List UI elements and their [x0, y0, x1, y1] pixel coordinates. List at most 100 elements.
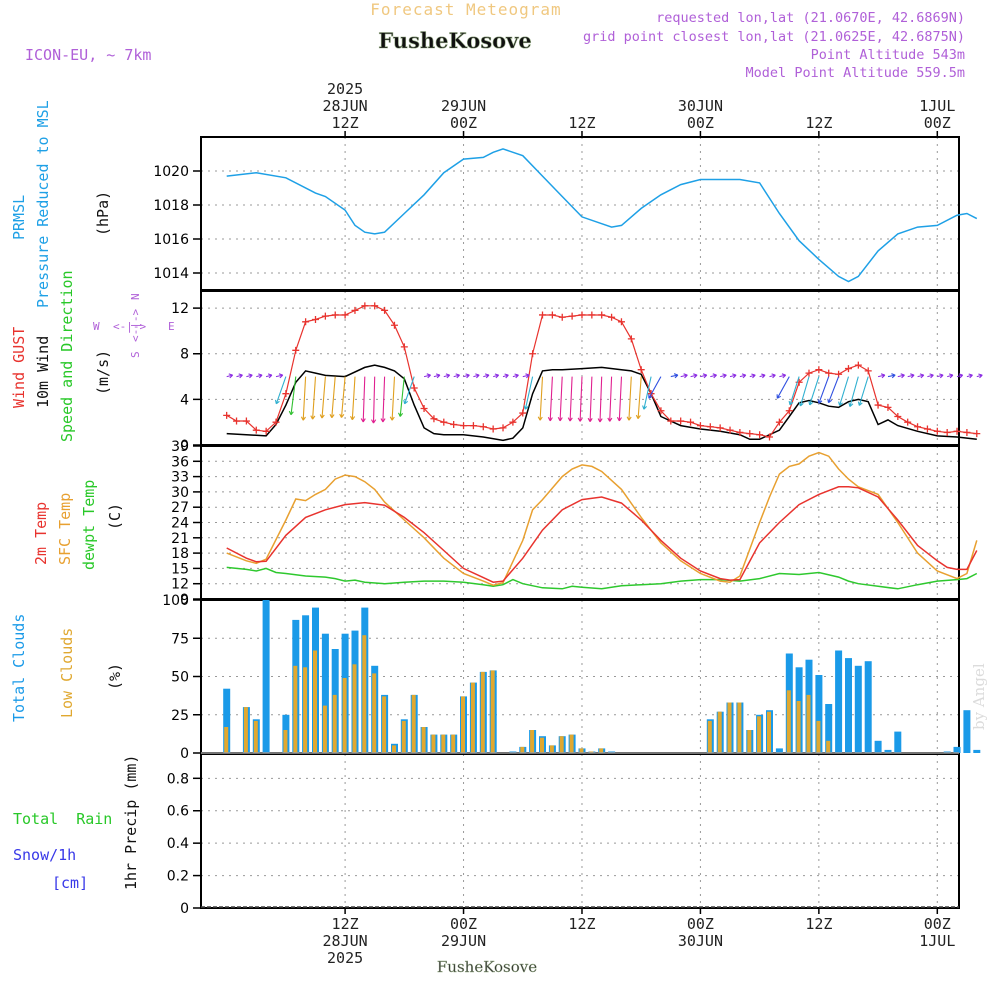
wind-direction-arrow	[274, 376, 287, 405]
credit-label: by Angel	[970, 663, 988, 730]
gust-marker	[627, 335, 635, 343]
low-cloud-bar	[303, 667, 308, 753]
pressure-panel-labels: PRMSL Pressure Reduced to MSL (hPa)	[10, 100, 112, 308]
gust-marker	[282, 390, 290, 398]
gust-marker	[311, 316, 319, 324]
prmsl-line	[226, 148, 978, 283]
bottom-time-label: 12Z	[332, 915, 359, 933]
sfc-temp-line	[226, 451, 978, 586]
gust-marker	[361, 302, 369, 310]
wind-direction-arrow	[966, 373, 973, 379]
low-cloud-bar	[579, 748, 584, 753]
wind-direction-arrow	[976, 373, 983, 379]
gust-marker	[558, 313, 566, 321]
gust-marker	[953, 427, 961, 435]
clouds-tick-label: 75	[171, 631, 189, 647]
low-cloud-bar	[520, 746, 525, 753]
gust-marker	[736, 428, 744, 436]
gust-marker	[420, 404, 428, 412]
compass-n: N	[129, 293, 142, 300]
wind-direction-arrow	[537, 376, 544, 421]
gust-marker	[657, 407, 665, 415]
low-cloud-bar	[283, 730, 288, 753]
temp-tick-label: 36	[171, 454, 189, 470]
compass-rose: N <-|-> S W <-|-> E	[93, 293, 175, 358]
temp-tick-label: 27	[171, 500, 189, 516]
total-cloud-bar	[845, 658, 852, 753]
gust-marker	[687, 418, 695, 426]
wind-panel-labels: Wind GUST 10m Wind Speed and Direction (…	[10, 270, 175, 442]
gust-marker	[805, 369, 813, 377]
low-cloud-bar	[421, 727, 426, 753]
bottom-time-label: 2025	[327, 949, 363, 967]
gust-marker	[598, 311, 606, 319]
precip-tick-label: 0	[180, 901, 189, 917]
wind-direction-arrow	[275, 373, 284, 379]
closest-coords: grid point closest lon,lat (21.0625E, 42…	[583, 29, 965, 45]
wind-direction-arrow	[887, 373, 896, 379]
low-cloud-bar	[480, 671, 485, 753]
wind-direction-arrow	[256, 373, 263, 379]
low-cloud-bar	[747, 730, 752, 753]
wind-tick-label: 0	[180, 438, 189, 454]
total-cloud-bar	[835, 650, 843, 753]
low-cloud-bar	[461, 696, 465, 753]
compass-arrow-h: <-|->	[113, 320, 146, 333]
gust-marker	[400, 343, 408, 351]
wind-direction-arrow	[577, 376, 583, 422]
gust-marker	[381, 306, 389, 314]
wind-direction-arrow	[642, 376, 652, 410]
total-cloud-bar	[223, 688, 231, 753]
wind-direction-arrow	[857, 376, 869, 406]
pressure-tick-label: 1018	[153, 198, 189, 214]
bottom-time-label: 00Z	[450, 915, 477, 933]
wind-direction-arrow	[236, 373, 243, 379]
model-altitude: Model Point Altitude 559.5m	[746, 65, 965, 81]
temp-panel-labels: 2m Temp SFC Temp dewpt Temp (C)	[32, 480, 124, 570]
gust-marker	[351, 306, 359, 314]
bottom-time-label: 00Z	[687, 915, 714, 933]
wind-direction-arrow	[423, 373, 431, 379]
wind-direction-arrow	[473, 373, 480, 379]
low-cloud-bar	[322, 705, 327, 753]
gust-marker	[440, 418, 448, 426]
gust-marker	[252, 426, 260, 434]
low-cloud-bar	[224, 727, 229, 753]
temp-label-3: dewpt Temp	[80, 480, 98, 570]
low-cloud-bar	[717, 711, 722, 753]
gust-marker	[923, 425, 931, 433]
top-time-label: 2025	[327, 80, 363, 98]
temp-tick-label: 30	[171, 485, 189, 501]
requested-coords: requested lon,lat (21.0670E, 42.6869N)	[656, 10, 965, 26]
gust-marker	[568, 312, 576, 320]
wind-direction-arrow	[310, 376, 317, 420]
model-label: ICON-EU, ~ 7km	[25, 46, 151, 64]
low-cloud-bar	[599, 748, 604, 753]
wind-direction-arrow	[838, 376, 850, 406]
total-cloud-bar	[775, 748, 783, 753]
wind-direction-arrow	[616, 376, 623, 422]
top-time-label: 12Z	[805, 114, 832, 132]
gust-marker	[371, 302, 379, 310]
wind-direction-arrow	[769, 373, 776, 379]
top-time-label: 12Z	[332, 114, 359, 132]
low-cloud-bar	[559, 736, 564, 753]
gust-marker	[914, 423, 922, 431]
gust-marker	[696, 422, 704, 430]
wind-tick-label: 12	[171, 301, 189, 317]
low-cloud-bar	[372, 673, 377, 753]
cloud-panel-labels: Total Clouds Low Clouds (%)	[10, 614, 124, 722]
gust-marker	[548, 311, 556, 319]
low-cloud-bar	[352, 664, 357, 753]
precip-tick-label: 0.2	[167, 869, 189, 885]
gust-marker	[539, 311, 547, 319]
wind-direction-arrow	[648, 376, 662, 399]
wind-direction-arrow	[523, 376, 534, 410]
compass-arrow-v: <-|->	[129, 309, 142, 342]
temp-label-2: SFC Temp	[56, 493, 74, 565]
location-title: FusheKosove	[378, 28, 531, 53]
low-cloud-bar	[243, 707, 248, 753]
precip-tick-label: 0.6	[167, 804, 189, 820]
wind-direction-arrow	[350, 376, 356, 421]
